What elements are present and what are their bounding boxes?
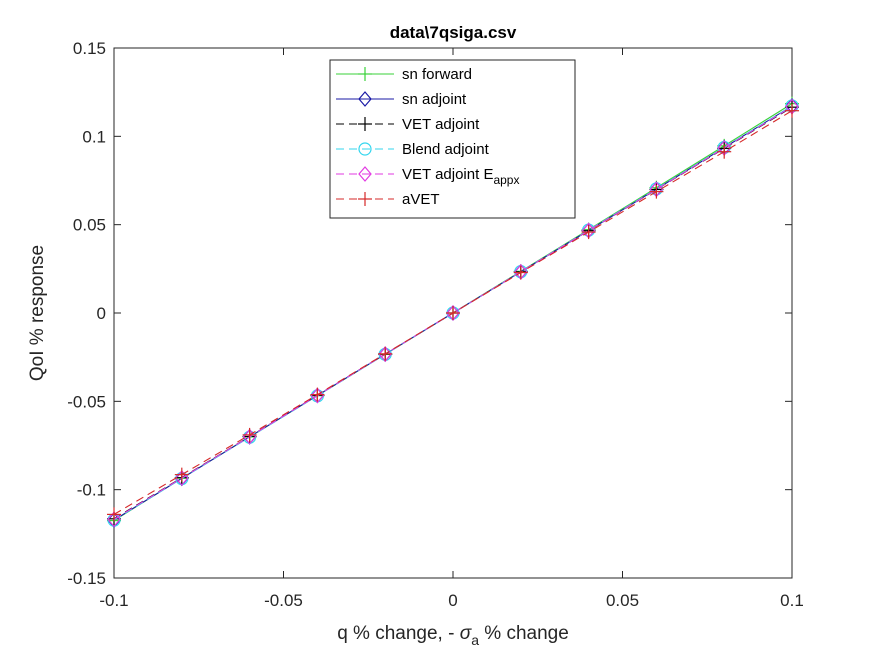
- legend-swatch-marker: [358, 192, 372, 206]
- legend-label: sn adjoint: [402, 91, 467, 108]
- y-tick-label: 0.1: [82, 127, 106, 146]
- y-tick-label: -0.1: [77, 481, 106, 500]
- y-tick-label: 0.05: [73, 216, 106, 235]
- legend-swatch-marker: [358, 117, 372, 131]
- y-tick-label: -0.15: [67, 569, 106, 588]
- legend-entry: VET adjoint: [336, 116, 480, 133]
- legend-entry: aVET: [336, 191, 440, 208]
- legend-swatch-marker: [358, 91, 372, 107]
- x-tick-label: 0.1: [780, 591, 804, 610]
- legend-label: VET adjoint Eappx: [402, 166, 519, 187]
- legend-swatch-marker: [358, 67, 372, 81]
- data-point: [107, 511, 121, 528]
- legend-label: VET adjoint: [402, 116, 480, 133]
- axis-ticks: -0.1 -0.05 0 0.05 0.1 -0.15 -0.1 -0.05 0 0.05 0.1 0…: [67, 39, 804, 610]
- legend-swatch-marker: [358, 142, 372, 156]
- y-tick-label: 0: [97, 304, 106, 323]
- legend-box: [329, 59, 576, 219]
- x-axis-label-suffix: % change: [479, 623, 569, 644]
- data-point: [378, 346, 393, 361]
- data-point: [242, 427, 257, 442]
- series-layer: [107, 96, 799, 528]
- legend-label: sn forward: [402, 66, 472, 83]
- legend-label: aVET: [402, 191, 440, 208]
- x-axis-label-sub: a: [471, 632, 479, 648]
- data-point: [310, 387, 325, 402]
- legend: sn forward sn adjoint VET adjoint Blend adj…: [329, 59, 576, 219]
- x-axis-label-symbol: σ: [460, 623, 473, 644]
- x-tick-label: -0.1: [99, 591, 128, 610]
- chart-title: data\7qsiga.csv: [390, 23, 517, 42]
- data-point: [717, 144, 732, 159]
- data-point: [175, 470, 189, 486]
- data-point: [785, 103, 799, 118]
- x-tick-label: -0.05: [264, 591, 303, 610]
- data-point: [446, 306, 460, 320]
- x-axis-label: q % change, - σa % change: [337, 623, 569, 648]
- legend-entry: sn forward: [336, 66, 472, 83]
- data-point: [107, 507, 121, 522]
- legend-entry: VET adjoint Eappx: [336, 166, 519, 187]
- y-tick-label: 0.15: [73, 39, 106, 58]
- data-point: [174, 467, 189, 482]
- data-point: [310, 387, 325, 404]
- data-point: [649, 184, 664, 199]
- y-axis-label: QoI % response: [27, 245, 48, 381]
- y-tick-label: -0.05: [67, 392, 106, 411]
- legend-entry: sn adjoint: [336, 91, 467, 108]
- legend-entry: Blend adjoint: [336, 141, 490, 158]
- series-5: [107, 103, 799, 522]
- x-tick-label: 0.05: [606, 591, 639, 610]
- x-axis-label-prefix: q % change, -: [337, 623, 460, 644]
- data-point: [581, 225, 596, 240]
- legend-label: Blend adjoint: [402, 141, 490, 158]
- legend-swatch-marker: [358, 166, 372, 182]
- x-tick-label: 0: [448, 591, 457, 610]
- data-point: [513, 265, 528, 280]
